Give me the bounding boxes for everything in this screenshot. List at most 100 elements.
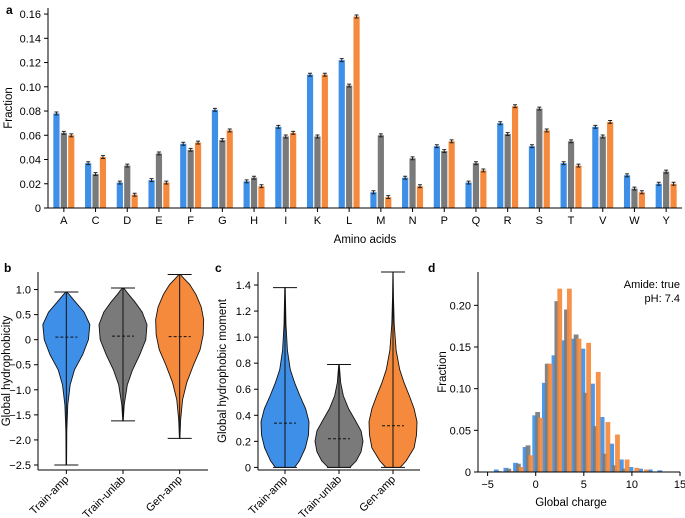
bar-train-amp-E (148, 180, 155, 208)
panel-d-bars (493, 288, 663, 472)
bar-train-amp-S (528, 146, 536, 208)
bar-train-unlab-H (250, 177, 258, 208)
y-tick-label: 0.20 (450, 300, 471, 312)
bar-train-amp-Q (465, 182, 472, 208)
bar-gen-amp-L (353, 16, 360, 208)
y-tick-label: 0.08 (20, 106, 41, 118)
x-tick-label-train-unlab: Train-unlab (297, 474, 345, 518)
error-bar-train-unlab-D (125, 163, 130, 168)
x-tick-label-M: M (376, 215, 385, 227)
error-bar-train-amp-A (54, 111, 59, 116)
bar-train-amp-G (211, 109, 219, 208)
error-bar-train-unlab-K (315, 134, 320, 139)
y-tick-label: 0 (25, 335, 31, 347)
bar-train-unlab-I (282, 136, 289, 208)
x-tick-label-E: E (155, 215, 162, 227)
y-tick-label: −1.0 (9, 385, 31, 397)
y-tick-label: 0.5 (16, 310, 31, 322)
y-tick-label: −2.5 (9, 460, 31, 472)
x-tick-label: 0 (533, 479, 539, 491)
error-bar-train-amp-S (529, 144, 534, 149)
y-tick-label: 0.04 (20, 155, 41, 167)
bar-train-amp-R (497, 123, 504, 208)
bar-train-unlab-M (377, 135, 384, 208)
hist-bar-train-amp-bin-2 (513, 462, 518, 472)
error-bar-train-unlab-H (252, 175, 257, 180)
bar-gen-amp-K (321, 74, 328, 209)
error-bar-train-amp-H (244, 179, 249, 184)
error-bar-train-unlab-I (283, 134, 288, 139)
bar-gen-amp-Y (670, 183, 677, 208)
error-bar-train-amp-R (498, 121, 503, 126)
panel-d-charge-histogram: 00.050.100.150.20−5 0 5 10 15 Global charge … (437, 272, 685, 509)
bar-gen-amp-H (258, 186, 265, 208)
x-tick-label-Y: Y (662, 215, 670, 227)
panel-b-y-axis-label: Global hydrophobicity (1, 315, 13, 426)
error-bar-train-unlab-R (505, 132, 510, 137)
panel-a-x-axis-label: Amino acids (334, 234, 397, 246)
x-tick-label-A: A (60, 215, 68, 227)
error-bar-gen-amp-N (417, 184, 422, 189)
panel-d-x-axis-label: Global charge (535, 497, 607, 509)
x-tick-label-gen-amp: Gen-amp (357, 474, 398, 515)
error-bar-train-amp-E (149, 178, 154, 183)
bar-gen-amp-A (68, 135, 75, 208)
panel-c-y-axis-label: Global hydrophobic moment (217, 298, 229, 443)
error-bar-gen-amp-G (227, 128, 232, 133)
y-tick-label: 0.15 (450, 342, 471, 354)
y-tick-label: 1.0 (16, 285, 31, 297)
panel-a-bars (53, 14, 677, 209)
hist-bar-train-amp-bin-11 (599, 417, 605, 472)
panel-label-c: c (215, 261, 222, 275)
y-tick-label: 0.8 (236, 358, 251, 370)
hist-bar-train-amp-bin-6 (551, 355, 557, 472)
x-tick-label-R: R (504, 215, 512, 227)
error-bar-gen-amp-C (100, 155, 105, 160)
hist-bar-train-unlab-bin-2 (515, 463, 521, 472)
y-tick-label: −1.5 (9, 410, 31, 422)
bar-gen-amp-E (163, 182, 170, 208)
bar-train-amp-M (370, 192, 377, 208)
bar-train-amp-V (592, 126, 599, 208)
bar-train-amp-I (275, 126, 282, 208)
error-bar-train-amp-I (276, 124, 281, 129)
error-bar-gen-amp-I (291, 130, 296, 135)
bar-train-amp-Y (655, 183, 662, 208)
x-tick-label-Q: Q (472, 215, 481, 227)
error-bar-train-amp-P (434, 144, 439, 149)
error-bar-train-unlab-W (632, 186, 637, 191)
y-tick-label: 0.10 (450, 384, 471, 396)
y-tick-label: 0.12 (20, 58, 41, 70)
hist-bar-gen-amp-bin-13 (624, 459, 630, 472)
error-bar-train-amp-N (403, 175, 408, 180)
y-tick-label: 0 (465, 467, 471, 479)
hist-bar-gen-amp-bin-4 (538, 417, 543, 472)
panel-a-y-axis-label: Fraction (3, 87, 15, 129)
bar-gen-amp-F (194, 142, 202, 208)
error-bar-train-unlab-N (410, 156, 415, 161)
error-bar-train-unlab-F (188, 147, 193, 152)
hist-bar-train-unlab-bin-1 (506, 468, 512, 472)
error-bar-gen-amp-L (354, 14, 359, 19)
error-bar-train-unlab-V (600, 134, 605, 139)
hist-bar-train-amp-bin-14 (628, 467, 634, 472)
error-bar-gen-amp-Y (671, 181, 676, 186)
panel-a-axes: A C D E F G H I K L M N P Q R S T V W Y 0 0.02 0.04 0.06 0.08 0.1… (20, 8, 682, 227)
error-bar-train-unlab-L (347, 83, 352, 88)
hist-bar-gen-amp-bin-7 (566, 288, 572, 472)
panel-a-amino-acid-fraction: A C D E F G H I K L M N P Q R S T V W Y 0 0.02 0.04 0.06 0.08 0.1… (3, 8, 682, 246)
error-bar-gen-amp-F (196, 140, 201, 145)
bar-gen-amp-S (543, 130, 550, 208)
bar-train-unlab-W (631, 188, 638, 208)
hist-bar-train-amp-bin-12 (609, 443, 615, 472)
hist-bar-train-amp-bin-3 (522, 447, 528, 472)
x-tick-label-F: F (187, 215, 194, 227)
error-bar-train-amp-T (561, 161, 566, 166)
y-tick-label: 0 (245, 462, 251, 474)
hist-bar-train-unlab-bin-12 (612, 465, 617, 472)
bar-gen-amp-Q (480, 170, 487, 208)
error-bar-gen-amp-A (69, 133, 74, 138)
bar-train-amp-P (433, 146, 440, 208)
panel-c-hydrophobic-moment-violins: Train-amp Train-unlab Gen-amp 0 0.2 0.4 0.6 0.8… (217, 271, 420, 518)
